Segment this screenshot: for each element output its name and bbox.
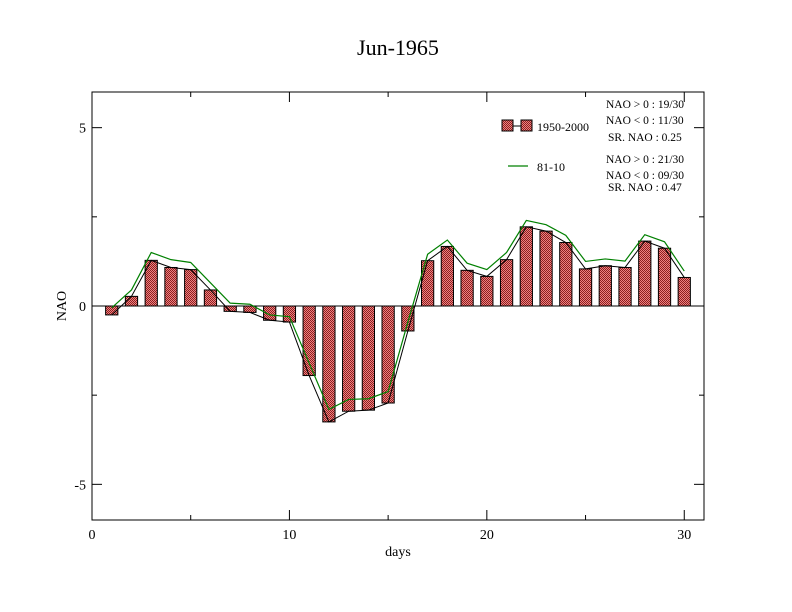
bar-day-24 bbox=[559, 242, 573, 307]
bar-day-5 bbox=[184, 269, 198, 307]
y-tick-label: 5 bbox=[79, 122, 86, 137]
bar-day-25 bbox=[578, 268, 593, 307]
legend-stat-line-neg: NAO < 0 : 09/30 bbox=[606, 170, 684, 182]
bar-day-20 bbox=[480, 275, 494, 307]
bar-top-line bbox=[111, 226, 685, 423]
x-axis-label: days bbox=[385, 545, 411, 560]
y-tick-label: -5 bbox=[74, 478, 86, 493]
legend-bar-swatch-right bbox=[520, 119, 533, 132]
legend-stat-line-pos: NAO > 0 : 21/30 bbox=[606, 154, 684, 166]
bar-day-6 bbox=[203, 289, 218, 307]
x-tick-label: 20 bbox=[480, 528, 494, 543]
bar-day-19 bbox=[460, 269, 474, 307]
legend-entry-bars: 1950-2000 NAO > 0 : 19/30 NAO < 0 : 11/3… bbox=[501, 99, 684, 144]
x-tick-label: 10 bbox=[282, 528, 296, 543]
bar-day-22 bbox=[519, 226, 533, 307]
bar-day-18 bbox=[440, 245, 454, 307]
bar-day-28 bbox=[638, 240, 652, 307]
bar-day-2 bbox=[124, 295, 139, 307]
legend-entry-line: 81-10 NAO > 0 : 21/30 NAO < 0 : 09/30 SR… bbox=[508, 154, 684, 194]
bar-day-14 bbox=[361, 305, 376, 411]
chart-title: Jun-1965 bbox=[357, 35, 439, 60]
bar-day-23 bbox=[539, 230, 553, 307]
x-tick-label: 30 bbox=[677, 528, 691, 543]
series-line-81-10 bbox=[111, 219, 685, 411]
bar-day-21 bbox=[499, 259, 514, 307]
x-tick-label: 0 bbox=[89, 528, 96, 543]
bar-day-27 bbox=[618, 266, 632, 307]
bar-day-26 bbox=[598, 265, 612, 307]
bar-day-13 bbox=[342, 305, 356, 412]
legend-bar-swatch-left bbox=[501, 119, 514, 132]
bar-day-30 bbox=[677, 276, 691, 307]
plot-area: 0 10 20 30 -5 0 5 bbox=[74, 91, 705, 543]
bar-day-16 bbox=[401, 305, 415, 332]
legend-stat-bars-sr: SR. NAO : 0.25 bbox=[608, 132, 682, 144]
bar-day-12 bbox=[322, 305, 336, 423]
legend-label-bars: 1950-2000 bbox=[537, 120, 589, 134]
legend: 1950-2000 NAO > 0 : 19/30 NAO < 0 : 11/3… bbox=[501, 99, 684, 194]
y-tick-label: 0 bbox=[79, 300, 86, 315]
legend-stat-line-sr: SR. NAO : 0.47 bbox=[608, 182, 682, 194]
legend-stat-bars-pos: NAO > 0 : 19/30 bbox=[606, 99, 684, 111]
y-axis-label: NAO bbox=[55, 291, 70, 321]
bar-day-4 bbox=[164, 266, 178, 307]
legend-label-line: 81-10 bbox=[537, 160, 565, 174]
legend-stat-bars-neg: NAO < 0 : 11/30 bbox=[606, 115, 684, 127]
bar-day-10 bbox=[282, 305, 297, 323]
bar-day-29 bbox=[657, 247, 672, 307]
